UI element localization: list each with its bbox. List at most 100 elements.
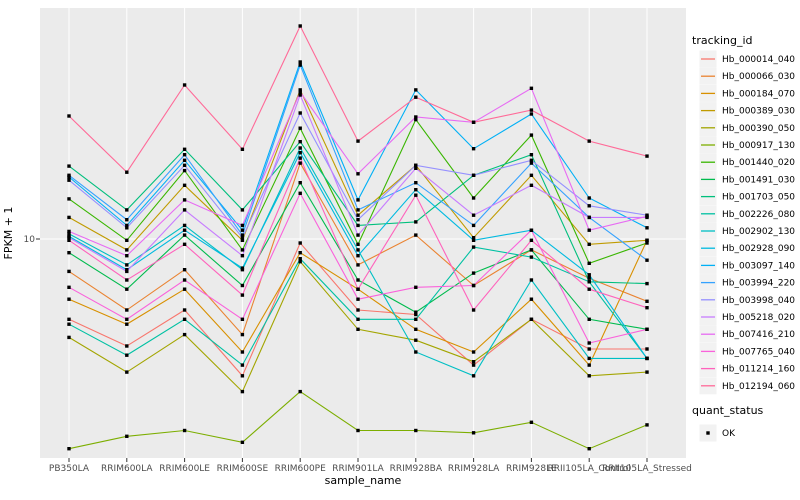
data-point bbox=[298, 24, 302, 28]
data-point bbox=[356, 297, 360, 301]
x-tick-label: RRIM901LA bbox=[332, 464, 384, 474]
data-point bbox=[414, 285, 418, 289]
data-point bbox=[645, 356, 649, 361]
data-point bbox=[414, 338, 418, 342]
data-point bbox=[529, 255, 534, 259]
data-point bbox=[125, 353, 129, 357]
legend-label-Hb_002226_080: Hb_002226_080 bbox=[722, 210, 795, 220]
data-point bbox=[240, 293, 245, 297]
legend-label-Hb_005218_020: Hb_005218_020 bbox=[722, 313, 795, 323]
data-point bbox=[587, 273, 591, 277]
data-point bbox=[182, 428, 187, 433]
legend-label-Hb_003998_040: Hb_003998_040 bbox=[722, 296, 795, 306]
data-point bbox=[182, 268, 187, 272]
data-point bbox=[529, 158, 534, 162]
data-point bbox=[414, 220, 418, 224]
legend-label-Hb_003097_140: Hb_003097_140 bbox=[722, 261, 795, 271]
data-point bbox=[298, 126, 302, 130]
data-point bbox=[298, 257, 302, 261]
data-point bbox=[356, 317, 360, 321]
x-axis-ticks: PB350LA RRIM600LA RRIM600LE RRIM600SE RRIM60… bbox=[49, 458, 692, 474]
data-point bbox=[182, 183, 187, 187]
data-point bbox=[356, 428, 360, 433]
legend-label-Hb_003994_220: Hb_003994_220 bbox=[722, 279, 795, 289]
data-point bbox=[414, 350, 418, 354]
data-point bbox=[587, 276, 591, 280]
data-point bbox=[125, 322, 129, 326]
x-tick-label: RRIM928LA bbox=[448, 464, 500, 474]
y-tick-label-10: 10 bbox=[24, 235, 36, 245]
data-point bbox=[414, 428, 418, 433]
legend-label-Hb_002928_090: Hb_002928_090 bbox=[722, 244, 795, 254]
data-point bbox=[645, 258, 649, 262]
data-point bbox=[298, 60, 302, 64]
black-square-point-icon bbox=[706, 431, 710, 435]
data-point bbox=[471, 173, 476, 177]
data-point bbox=[240, 440, 245, 444]
data-point bbox=[356, 278, 360, 282]
data-point bbox=[240, 238, 245, 242]
data-point bbox=[182, 208, 187, 212]
data-point bbox=[298, 389, 302, 394]
data-point bbox=[298, 111, 302, 115]
data-point bbox=[240, 389, 245, 394]
data-point bbox=[182, 168, 187, 173]
data-point bbox=[125, 278, 129, 282]
data-point bbox=[67, 297, 71, 301]
legend-label-Hb_001440_020: Hb_001440_020 bbox=[722, 158, 795, 168]
data-point bbox=[182, 287, 187, 291]
data-point bbox=[356, 242, 360, 246]
x-tick-label: RRIM600PE bbox=[275, 464, 327, 474]
data-point bbox=[645, 347, 649, 351]
data-point bbox=[645, 214, 649, 218]
data-point bbox=[240, 147, 245, 151]
data-point bbox=[240, 317, 245, 321]
data-point bbox=[125, 170, 129, 174]
data-point bbox=[645, 370, 649, 374]
data-point bbox=[125, 263, 129, 267]
data-point bbox=[240, 233, 245, 237]
data-point bbox=[240, 248, 245, 252]
data-point bbox=[182, 163, 187, 167]
data-point bbox=[529, 108, 534, 112]
data-point bbox=[125, 370, 129, 374]
legend-label-Hb_007765_040: Hb_007765_040 bbox=[722, 347, 795, 357]
data-point bbox=[356, 233, 360, 237]
legend-label-Hb_000184_070: Hb_000184_070 bbox=[722, 89, 795, 99]
data-point bbox=[298, 151, 302, 155]
data-point bbox=[67, 447, 71, 451]
legend-tracking-id: Hb_000014_040 Hb_000066_030 Hb_000184_070 H… bbox=[699, 50, 795, 395]
legend-label-Hb_000066_030: Hb_000066_030 bbox=[722, 72, 795, 82]
data-point bbox=[298, 241, 302, 245]
data-point bbox=[356, 218, 360, 222]
legend-quant-status: OK bbox=[699, 424, 736, 442]
y-axis-title: FPKM + 1 bbox=[2, 207, 15, 260]
data-point bbox=[125, 287, 129, 291]
data-point bbox=[240, 350, 245, 354]
data-point bbox=[298, 140, 302, 144]
legend-label-Hb_011214_160: Hb_011214_160 bbox=[722, 365, 795, 375]
data-point bbox=[645, 423, 649, 427]
x-tick-label: PB350LA bbox=[49, 464, 90, 474]
data-point bbox=[67, 238, 71, 242]
data-point bbox=[587, 242, 591, 246]
data-point bbox=[67, 236, 71, 240]
data-point bbox=[471, 271, 476, 275]
data-point bbox=[298, 88, 302, 92]
legend-label-Hb_002902_130: Hb_002902_130 bbox=[722, 227, 795, 237]
data-point bbox=[529, 248, 534, 252]
legend-title-quant-status: quant_status bbox=[692, 404, 764, 417]
data-point bbox=[645, 281, 649, 286]
data-point bbox=[414, 181, 418, 185]
legend-label-Hb_001491_030: Hb_001491_030 bbox=[722, 175, 795, 185]
x-tick-label: RRIM600LE bbox=[159, 464, 210, 474]
data-point bbox=[298, 146, 302, 150]
x-tick-label: RRIM600LA bbox=[101, 464, 153, 474]
data-point bbox=[529, 297, 534, 301]
data-point bbox=[298, 260, 302, 264]
data-point bbox=[471, 360, 476, 364]
data-point bbox=[471, 238, 476, 242]
data-point bbox=[414, 233, 418, 237]
